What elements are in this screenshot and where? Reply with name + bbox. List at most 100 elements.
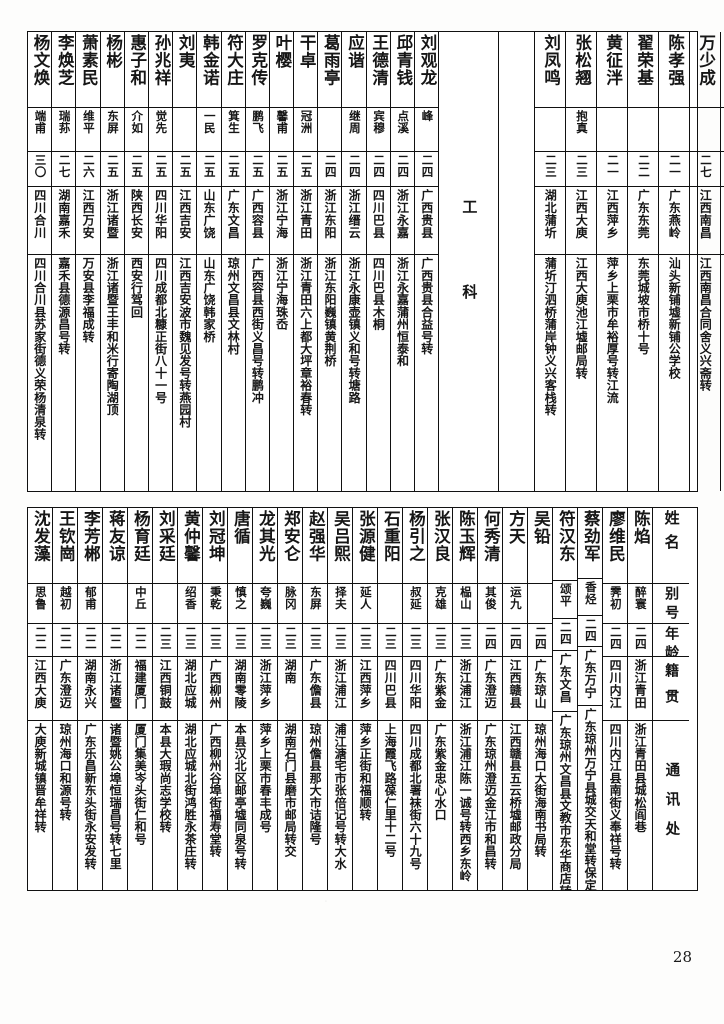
person-column: 杨引之 叔延 二三 四川华阳 四川成都北署袜街六十九号: [403, 508, 428, 890]
cell-text: 广东万宁: [583, 648, 598, 699]
cell-text: 江西吉安波市魏见发号转燕园村: [177, 257, 192, 428]
cell-text: 四川合川: [32, 189, 47, 239]
cell-name: 赵强华: [303, 508, 327, 584]
cell-alias: 介如: [124, 108, 148, 152]
cell-alias: [318, 108, 342, 152]
cell-text: 干卓: [297, 34, 317, 69]
cell-age: 二四: [415, 152, 439, 187]
cell-text: 浙江浦江: [458, 659, 473, 709]
cell-text: 张汉良: [431, 510, 451, 563]
cell-text: 四川合川县苏家街德义荣杨清泉转: [32, 257, 47, 440]
cell-age: 二三: [566, 152, 597, 187]
cell-address: 广东琼州万宁县城交天和堂转保定村: [578, 706, 602, 890]
cell-text: 二五: [154, 154, 169, 178]
cell-name: 罗克传: [245, 32, 269, 108]
cell-age: 二四: [478, 624, 502, 657]
cell-address: 广西容县西街义昌号转鹏冲: [246, 255, 269, 491]
cell-text: 浦江溏宅市张倍记号转大水: [333, 723, 348, 870]
cell-text: 杨文焕: [31, 34, 50, 87]
cell-address: 江西大庾池江墟邮局转: [566, 255, 596, 491]
cell-text: 蔡劲军: [581, 510, 601, 563]
cell-alias: 秉乾: [203, 584, 227, 624]
cell-age: 二一: [597, 152, 628, 187]
person-column: 陈孝强 二一 广东燕岭 汕头新铺墟新铺公学校: [659, 32, 691, 491]
cell-text: 罗克传: [248, 34, 268, 87]
cell-text: 二五: [106, 154, 121, 178]
header-name: 姓名: [721, 32, 724, 108]
cell-name: 万少成: [690, 32, 721, 108]
blank-column: [499, 32, 536, 491]
person-column: 王德清 宾穆 二四 四川巴县 四川巴县木桐: [366, 32, 391, 491]
cell-text: 霁初: [608, 586, 623, 610]
cell-name: 唐循: [228, 508, 252, 584]
cell-alias: 慎之: [228, 584, 252, 624]
person-column: 吴吕熙 择夫 二三 浙江浦江 浦江溏宅市张倍记号转大水: [328, 508, 353, 890]
cell-text: 二四: [608, 626, 623, 650]
cell-name: 刘冠坤: [203, 508, 227, 584]
cell-alias: 榀山: [453, 584, 477, 624]
cell-native-place: 浙江永嘉: [390, 187, 414, 255]
cell-age: 二四: [390, 152, 414, 187]
cell-text: 二二: [108, 626, 123, 650]
cell-text: 二三: [575, 154, 590, 178]
cell-address: 浙江宁海珠岙: [270, 255, 293, 491]
person-column: 廖维民 霁初 二四 四川内江 四川内江县南街义奉祥号转: [603, 508, 628, 890]
cell-text: 端甫: [33, 110, 48, 134]
cell-text: 湖南永兴: [83, 659, 98, 709]
cell-text: 四川巴县: [383, 659, 398, 709]
cell-address: 四川内江县南街义奉祥号转: [603, 721, 627, 890]
row-header-column: 姓名别号年龄籍贯通讯处: [653, 508, 689, 890]
cell-text: 浙江青田县城松阎巷: [633, 723, 648, 833]
cell-text: 一民: [202, 110, 217, 134]
cell-alias: 东屏: [100, 108, 124, 152]
cell-text: 鹏飞: [251, 110, 266, 134]
person-column: 蒋友谅 二二 浙江诸暨 诸暨姚公埠恒瑞昌号转七里: [103, 508, 128, 890]
cell-text: 二五: [251, 154, 266, 178]
cell-text: 万少成: [696, 34, 716, 87]
cell-text: 广东琼州澄迈金江市和昌转: [483, 723, 498, 870]
cell-text: 赵强华: [306, 510, 326, 563]
cell-name: 陈孝强: [659, 32, 690, 108]
cell-native-place: 陕西长安: [124, 187, 148, 255]
cell-text: 浙江诸暨王丰和米行寄陶湖顶: [105, 257, 120, 416]
cell-text: 广东琼州万宁县城交天和堂转保定村: [583, 708, 598, 890]
cell-alias: 中丘: [128, 584, 152, 624]
cell-age: 二五: [294, 152, 318, 187]
cell-text: 本县汉北区邮亭墟同泉号转: [233, 723, 248, 870]
cell-text: 黄征泮: [603, 34, 623, 87]
cell-alias: 冠洲: [294, 108, 318, 152]
cell-alias: [153, 584, 177, 624]
cell-age: 三〇: [28, 152, 52, 187]
cell-age: 二三: [328, 624, 352, 657]
directory-table-bottom: 沈发藻 思鲁 二二 江西大庾 大庾新城镇晋牟祥转 王钦崗 越初 二二 广东澄迈 琼州海口和源号转李…: [27, 507, 698, 891]
cell-text: 浙江青田六上都大坪章裕春转: [298, 257, 313, 416]
cell-text: 二四: [483, 626, 498, 650]
cell-name: 刘观龙: [415, 32, 439, 108]
cell-alias: 觉先: [148, 108, 173, 152]
header-age: 年龄: [653, 624, 689, 657]
cell-address: 浙江青田六上都大坪章裕春转: [294, 255, 317, 491]
cell-address: 琼州海口大街海南书局转: [528, 721, 552, 890]
cell-text: 萧素民: [79, 34, 99, 87]
cell-native-place: 广东儋县: [303, 657, 327, 721]
cell-name: 陈焰: [628, 508, 652, 584]
cell-native-place: 四川巴县: [366, 187, 390, 255]
cell-text: 秉乾: [208, 586, 223, 610]
cell-text: 绍香: [183, 586, 198, 610]
cell-text: 郑安仑: [281, 510, 301, 563]
cell-address: 诸暨姚公埠恒瑞昌号转七里: [103, 721, 127, 890]
person-column: 陈焰 醉寰 二四 浙江青田 浙江青田县城松阎巷: [628, 508, 653, 890]
header-alias: 别号: [653, 584, 689, 624]
cell-text: 其俊: [483, 586, 498, 610]
cell-text: 二三: [283, 626, 298, 650]
cell-text: 二七: [699, 154, 714, 178]
cell-native-place: 广西容县: [245, 187, 269, 255]
cell-text: 浙江浦江: [333, 659, 348, 709]
header-text: 籍贯: [663, 663, 680, 715]
cell-text: 唐循: [231, 510, 251, 545]
cell-age: 二二: [128, 624, 152, 657]
cell-age: 二三: [153, 624, 177, 657]
cell-text: 大庾新城镇晋牟祥转: [33, 723, 48, 833]
cell-age: 二五: [197, 152, 221, 187]
cell-age: 二五: [100, 152, 124, 187]
